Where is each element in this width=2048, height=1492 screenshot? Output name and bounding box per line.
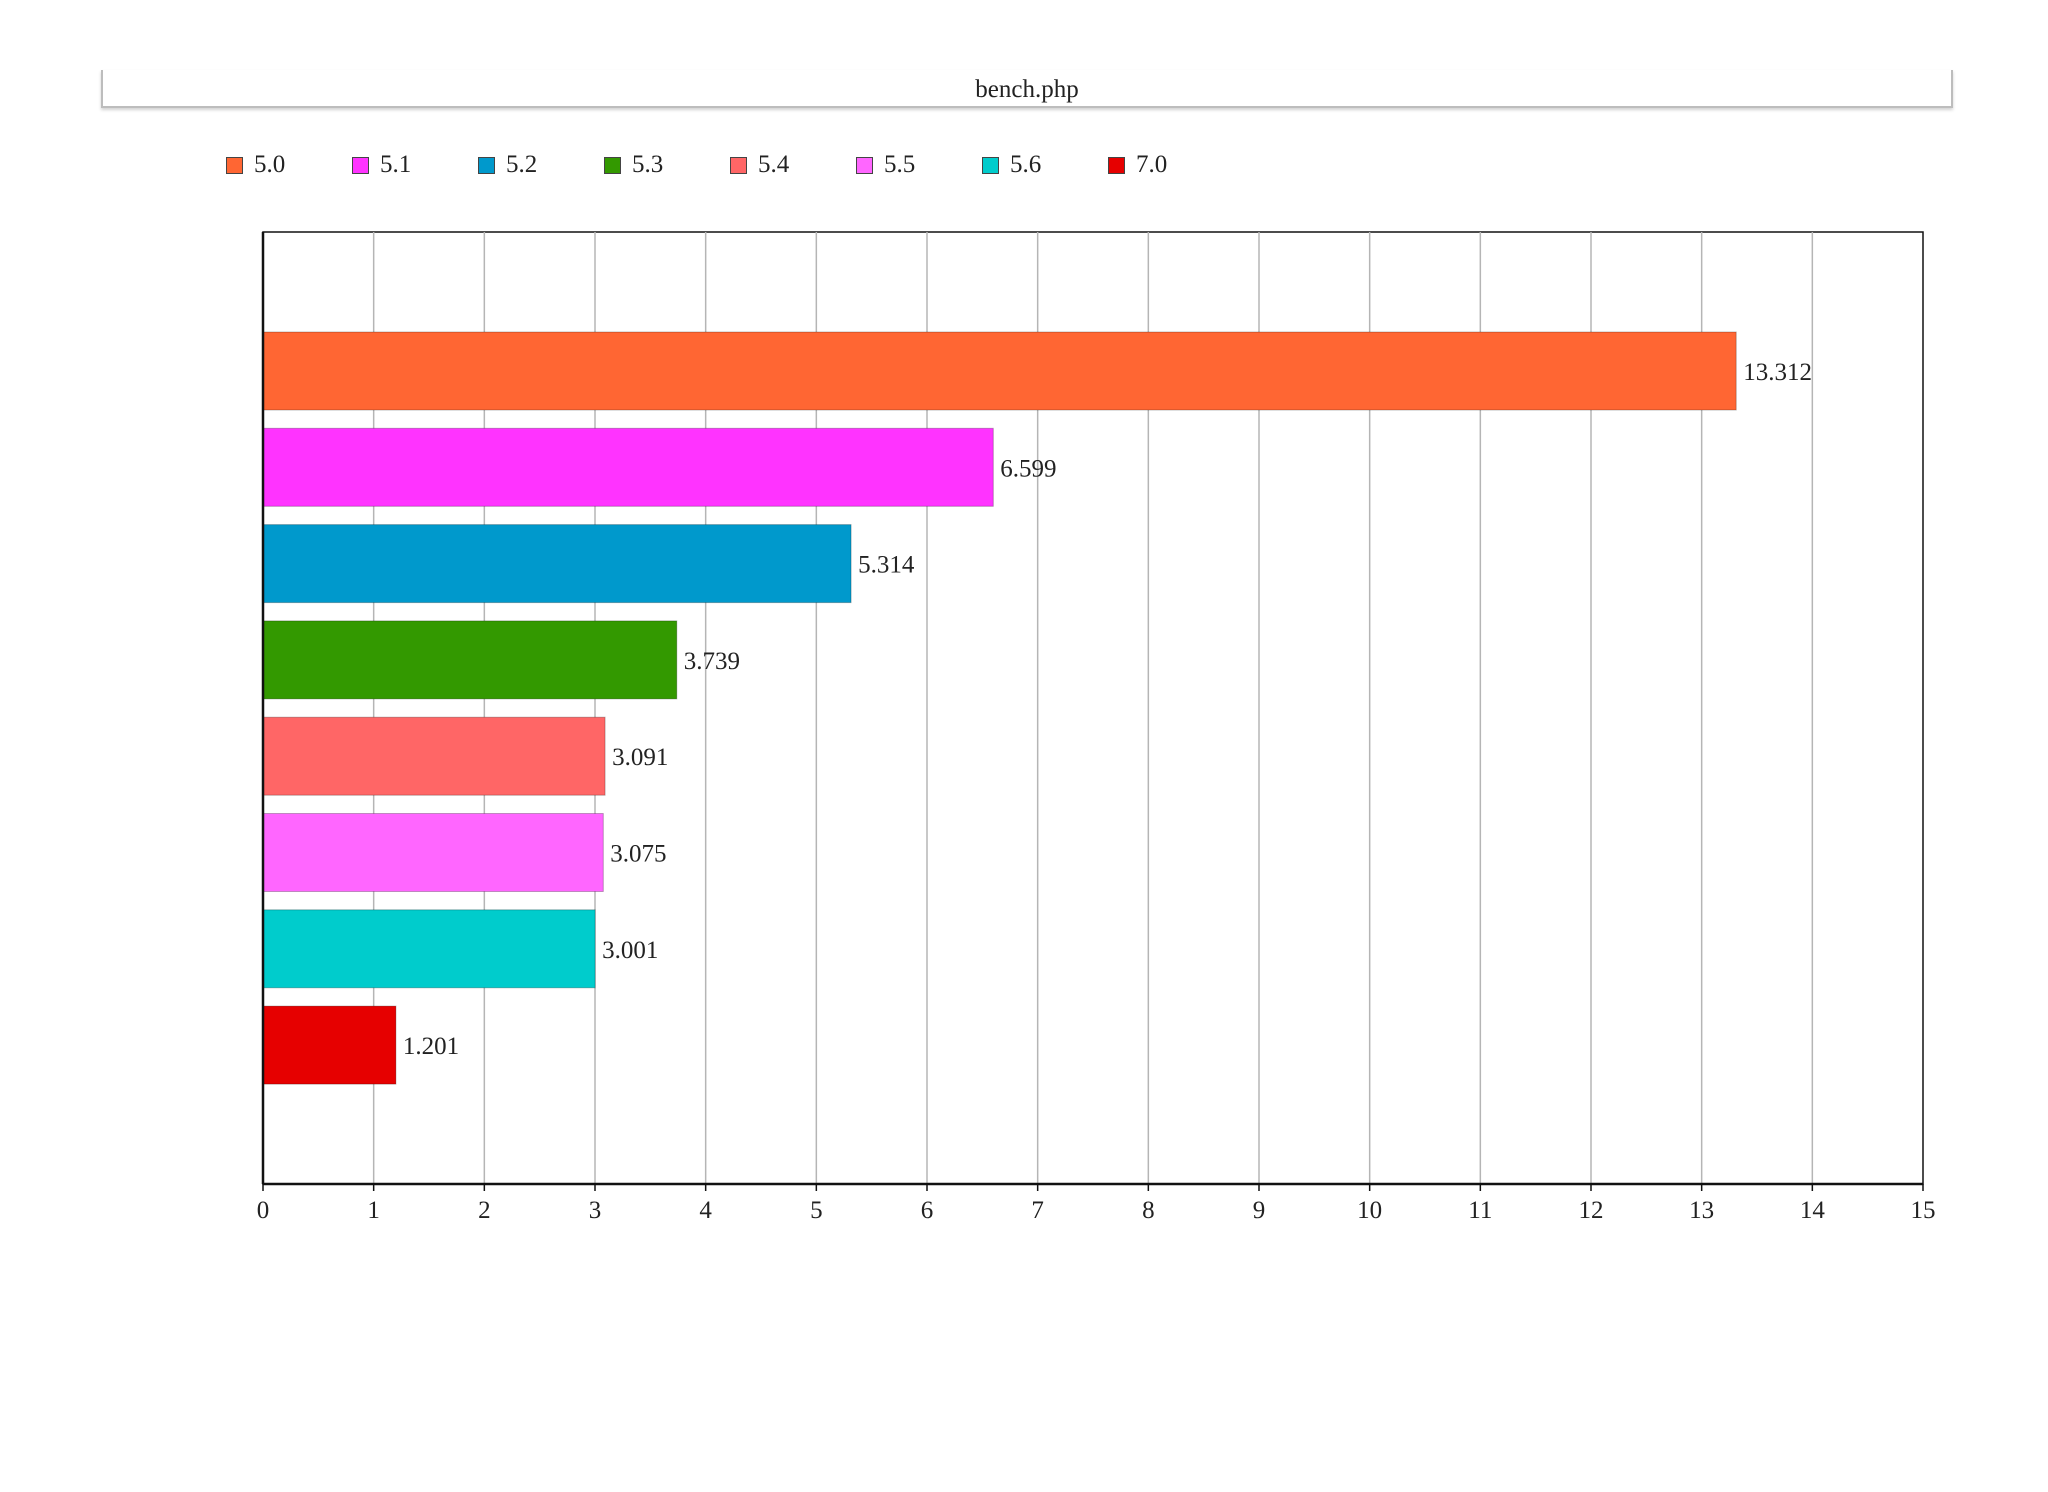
- data-label-5-0: 13.312: [1743, 359, 1812, 386]
- x-tick-label-1: 1: [367, 1197, 380, 1224]
- chart-title-bar: bench.php: [101, 70, 1953, 108]
- chart-title: bench.php: [975, 76, 1079, 103]
- x-tick-label-2: 2: [478, 1197, 491, 1224]
- bar-5-1: [262, 427, 994, 507]
- legend-label: 5.0: [254, 151, 286, 178]
- legend-swatch: [1108, 156, 1125, 174]
- x-tick-label-3: 3: [589, 1197, 602, 1224]
- bar-5-3: [262, 620, 678, 700]
- legend-item-5-4: 5.4: [730, 147, 856, 183]
- x-tick-label-13: 13: [1689, 1197, 1714, 1224]
- data-label-5-2: 5.314: [858, 552, 915, 579]
- bar-7-0: [262, 1005, 397, 1085]
- bar-5-2: [262, 524, 852, 604]
- legend-label: 7.0: [1136, 151, 1168, 178]
- data-label-5-5: 3.075: [610, 841, 666, 868]
- legend-swatch: [226, 156, 243, 174]
- legend-label: 5.3: [632, 151, 664, 178]
- legend-item-5-2: 5.2: [478, 147, 604, 183]
- legend-item-7-0: 7.0: [1108, 147, 1234, 183]
- legend-label: 5.1: [380, 151, 412, 178]
- legend-item-5-6: 5.6: [982, 147, 1108, 183]
- data-label-5-6: 3.001: [602, 937, 658, 964]
- data-label-5-3: 3.739: [684, 648, 740, 675]
- legend-swatch: [982, 156, 999, 174]
- bar-5-5: [262, 813, 604, 892]
- x-tick-label-8: 8: [1142, 1197, 1155, 1224]
- legend-swatch: [856, 156, 873, 174]
- bar-5-0: [262, 331, 1737, 411]
- x-tick-label-5: 5: [810, 1197, 823, 1224]
- legend-item-5-1: 5.1: [352, 147, 478, 183]
- legend-label: 5.4: [758, 151, 790, 178]
- data-label-7-0: 1.201: [403, 1033, 459, 1060]
- legend-item-5-3: 5.3: [604, 147, 730, 183]
- data-label-5-1: 6.599: [1000, 455, 1056, 482]
- bar-5-4: [262, 716, 606, 796]
- x-tick-label-7: 7: [1031, 1197, 1044, 1224]
- legend-swatch: [604, 156, 621, 174]
- legend-label: 5.2: [506, 151, 538, 178]
- x-tick-label-11: 11: [1468, 1197, 1492, 1224]
- bar-5-6: [262, 909, 596, 989]
- legend-label: 5.6: [1010, 151, 1042, 178]
- legend-label: 5.5: [884, 151, 916, 178]
- legend-item-5-5: 5.5: [856, 147, 982, 183]
- legend-swatch: [478, 156, 495, 174]
- data-label-5-4: 3.091: [612, 744, 668, 771]
- legend-item-5-0: 5.0: [226, 147, 352, 183]
- legend-swatch: [730, 156, 747, 174]
- x-tick-label-0: 0: [257, 1197, 270, 1224]
- x-tick-label-15: 15: [1911, 1197, 1936, 1224]
- legend: 5.0 5.1 5.2 5.3 5.4 5.5 5.6 7.0: [226, 147, 1234, 183]
- x-tick-label-12: 12: [1579, 1197, 1604, 1224]
- x-tick-label-9: 9: [1253, 1197, 1266, 1224]
- x-tick-label-10: 10: [1357, 1197, 1382, 1224]
- legend-swatch: [352, 156, 369, 174]
- x-tick-label-14: 14: [1800, 1197, 1826, 1224]
- x-tick-label-6: 6: [921, 1197, 934, 1224]
- x-tick-label-4: 4: [699, 1197, 712, 1224]
